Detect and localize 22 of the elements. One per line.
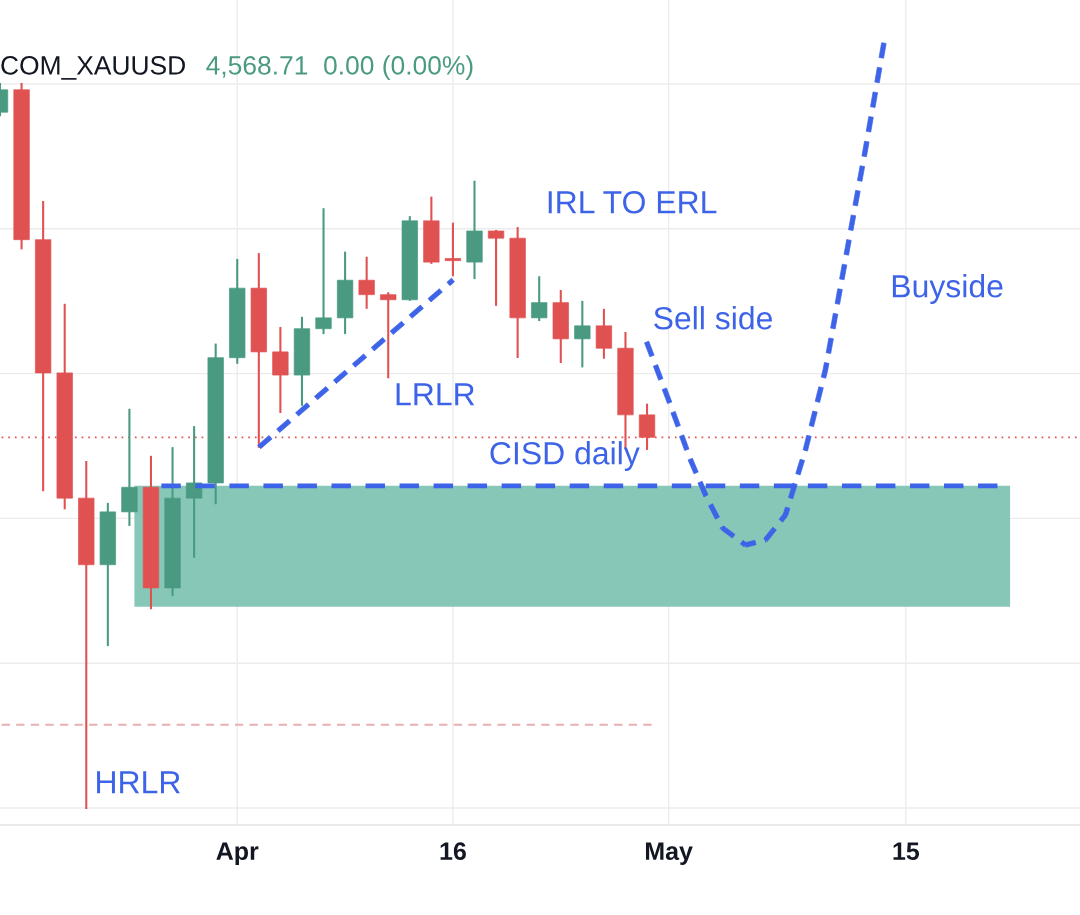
x-tick-label: 16 xyxy=(440,842,466,861)
candlestick xyxy=(186,426,203,558)
candlestick xyxy=(272,326,289,414)
annotation: HRLR xyxy=(97,771,180,794)
candlestick xyxy=(315,208,332,335)
annotation: IRL TO ERL xyxy=(548,190,717,214)
candlestick xyxy=(380,292,397,379)
candlestick xyxy=(444,222,462,277)
annotation: Sell side xyxy=(654,306,772,330)
candlestick xyxy=(487,229,505,306)
annotation: CISD daily xyxy=(490,441,640,471)
candlestick xyxy=(595,308,613,359)
candlestick xyxy=(574,300,591,368)
annotation: Buyside xyxy=(892,274,1003,304)
candlestick xyxy=(531,276,548,322)
chart-subtitle: 4,568.71 0.00 (0.00%) xyxy=(206,55,473,80)
annotation: LRLR xyxy=(396,383,475,406)
x-tick-label: Apr xyxy=(216,842,259,865)
x-tick-label: 15 xyxy=(893,842,920,861)
chart-title: COM_XAUUSD xyxy=(1,56,185,80)
candlestick xyxy=(358,256,375,309)
x-tick-label: May xyxy=(645,842,693,865)
